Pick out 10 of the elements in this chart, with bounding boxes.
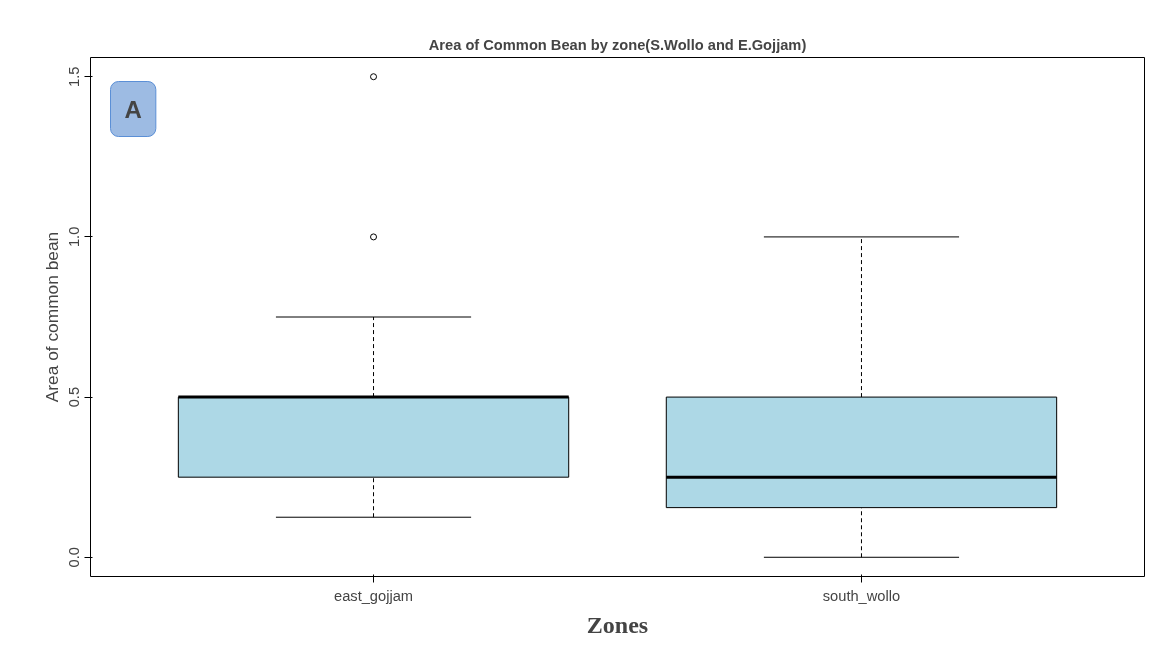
x-axis-title: Zones	[586, 611, 649, 638]
y-tick-label: 0.0	[66, 547, 83, 568]
x-tick-label: east_gojjam	[334, 587, 414, 604]
x-tick-label: south_wollo	[822, 587, 901, 604]
annotation: A	[124, 95, 142, 123]
y-tick-label: 1.5	[66, 66, 83, 87]
chart-title: Area of Common Bean by zone(S.Wollo and E.Gojjam)	[428, 36, 807, 53]
y-tick-label: 0.5	[66, 386, 83, 408]
y-tick-label: 1.0	[66, 226, 83, 248]
y-axis-title: Area of common bean	[41, 231, 62, 403]
